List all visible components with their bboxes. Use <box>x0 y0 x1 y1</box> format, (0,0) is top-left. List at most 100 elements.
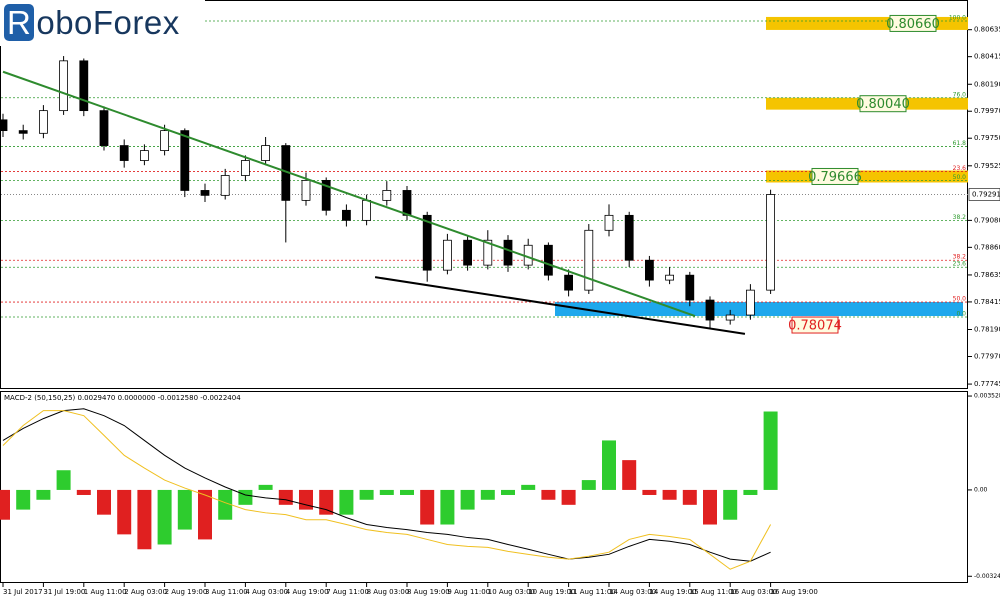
zone-label: 0.80660 <box>886 17 940 32</box>
macd-bar <box>480 489 495 500</box>
fib-level-label: 50.0 <box>953 296 967 303</box>
candle-body <box>705 299 715 321</box>
current-price-box <box>968 188 1000 201</box>
candle-body <box>645 259 654 281</box>
macd-bar <box>521 484 536 490</box>
x-tick-label: 2 Aug 19:00 <box>165 588 208 596</box>
macd-bar <box>299 489 313 510</box>
fib-level-label: 38.2 <box>953 214 967 221</box>
candle-body <box>544 244 553 276</box>
macd-bar <box>460 489 475 510</box>
macd-bar <box>76 489 91 495</box>
macd-bar <box>581 480 596 490</box>
x-tick-label: 14 Aug 19:00 <box>649 588 696 596</box>
macd-bar <box>743 489 758 495</box>
zone-label-box <box>811 167 859 185</box>
x-tick-label: 8 Aug 19:00 <box>407 588 450 596</box>
macd-bar <box>561 489 576 505</box>
candle-body <box>463 239 473 266</box>
candle-body <box>99 110 109 146</box>
candle-body <box>180 130 190 191</box>
macd-bar <box>137 489 152 550</box>
y-tick-label: 0.80635 <box>974 26 1000 34</box>
macd-line <box>2 410 772 570</box>
x-tick-label: 1 Aug 11:00 <box>84 588 127 596</box>
candle-body <box>483 239 493 266</box>
macd-bar <box>602 440 616 490</box>
fib-level-label: 23.6 <box>953 165 967 172</box>
macd-bar <box>238 489 253 505</box>
macd-bar <box>541 489 556 500</box>
candle-body <box>766 194 775 291</box>
macd-bar <box>36 489 51 500</box>
current-price-label: 0.79291 <box>972 191 1000 199</box>
macd-y-tick-label: 0.00 <box>974 486 988 493</box>
y-tick-label: 0.80415 <box>974 53 1000 61</box>
x-tick-label: 15 Aug 11:00 <box>690 588 737 596</box>
macd-bar <box>440 489 455 525</box>
macd-bar <box>642 489 657 495</box>
macd-bar <box>622 460 637 490</box>
macd-bar <box>420 489 435 525</box>
macd-title: MACD-2 (50,150,25) 0.0029470 0.0000000 -… <box>4 394 241 402</box>
candle-body <box>160 130 170 152</box>
candle-body <box>503 239 513 266</box>
macd-y-tick-label: 0.003528 <box>974 393 1000 400</box>
macd-bar <box>177 489 192 530</box>
macd-bar <box>703 489 717 525</box>
macd-bar <box>258 484 273 490</box>
y-tick-label: 0.78415 <box>974 298 1000 306</box>
candle-body <box>624 214 634 261</box>
macd-bar <box>218 489 233 520</box>
zone-label-box <box>791 316 839 334</box>
macd-bar <box>662 489 677 500</box>
candle-body <box>240 160 250 176</box>
candle-body <box>301 179 311 201</box>
candle-body <box>725 314 735 321</box>
target-zone <box>555 302 963 317</box>
x-tick-label: 2 Aug 03:00 <box>124 588 167 596</box>
candle-body <box>746 289 755 316</box>
candle-body <box>341 209 351 221</box>
x-tick-label: 16 Aug 19:00 <box>771 588 818 596</box>
macd-bar <box>56 470 71 490</box>
candle-body <box>119 145 129 161</box>
candle-body <box>79 60 89 112</box>
fib-level-label: 76.0 <box>953 91 967 98</box>
macd-bar <box>359 489 374 500</box>
macd-bar <box>16 489 31 510</box>
x-tick-label: 4 Aug 19:00 <box>286 588 329 596</box>
x-tick-label: 16 Aug 03:00 <box>730 588 777 596</box>
y-tick-label: 0.78635 <box>974 271 1000 279</box>
fib-level-label: 38.2 <box>953 254 967 261</box>
fib-level-label: 50.0 <box>953 174 967 181</box>
candle-body <box>59 60 68 112</box>
x-tick-label: 3 Aug 11:00 <box>205 588 248 596</box>
candle-body <box>362 199 372 221</box>
candle-body <box>442 239 452 271</box>
candle-body <box>39 110 48 134</box>
candle-body <box>321 179 331 211</box>
macd-bar <box>97 489 111 515</box>
x-tick-label: 8 Aug 03:00 <box>367 588 410 596</box>
trendline <box>2 70 696 317</box>
zone-label-box <box>859 95 907 113</box>
candle-body <box>665 274 674 281</box>
trendline <box>374 276 746 335</box>
candle-body <box>604 214 614 231</box>
x-tick-label: 9 Aug 11:00 <box>447 588 490 596</box>
fib-level-label: 100.0 <box>949 14 966 21</box>
x-tick-label: 31 Jul 19:00 <box>43 588 85 596</box>
candle-body <box>564 274 573 291</box>
candle-body <box>0 119 8 132</box>
zone-label: 0.79666 <box>808 170 862 185</box>
candle-body <box>382 190 392 201</box>
